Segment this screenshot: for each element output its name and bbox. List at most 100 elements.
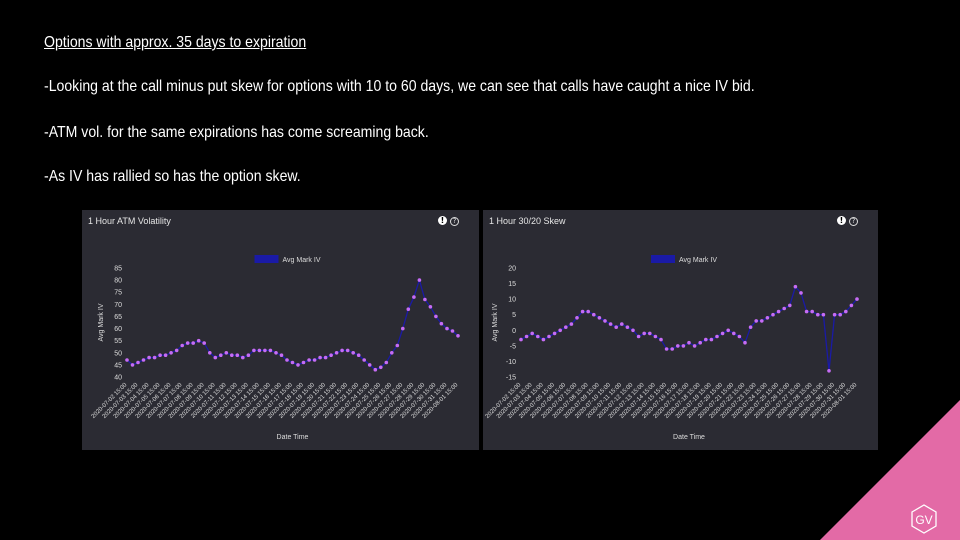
y-tick-label: 45	[114, 362, 122, 369]
y-tick-label: 65	[114, 314, 122, 321]
data-point	[202, 341, 206, 345]
data-point	[715, 334, 719, 339]
data-point	[541, 337, 546, 342]
data-point	[636, 334, 641, 339]
y-axis-label: Avg Mark IV	[98, 303, 105, 341]
data-point	[855, 297, 859, 301]
logo-hexagon	[911, 504, 937, 534]
data-point	[384, 360, 389, 365]
data-point	[552, 331, 557, 336]
data-point	[748, 325, 753, 329]
data-point	[450, 329, 455, 333]
info-icon[interactable]: !	[438, 216, 447, 225]
data-point	[547, 334, 551, 339]
panel-icons: !?	[837, 216, 858, 226]
data-point	[356, 353, 361, 357]
data-point	[130, 363, 135, 367]
data-point	[743, 340, 747, 345]
y-tick-label: 60	[114, 326, 122, 333]
data-point	[219, 353, 223, 357]
data-point	[580, 309, 585, 314]
data-point	[687, 340, 691, 345]
y-tick-label: -5	[510, 343, 516, 350]
data-point	[676, 344, 680, 348]
data-point	[782, 306, 786, 311]
help-icon[interactable]: ?	[849, 217, 858, 226]
help-icon[interactable]: ?	[450, 217, 459, 226]
data-point	[564, 325, 568, 329]
bullet-skew: -Looking at the call minus put skew for …	[44, 78, 755, 95]
data-point	[754, 319, 758, 323]
data-point	[434, 314, 438, 319]
data-point	[726, 328, 730, 333]
x-axis-label: Date Time	[673, 434, 705, 441]
logo-triangle	[820, 400, 960, 540]
data-point	[765, 316, 770, 320]
data-point	[406, 307, 411, 311]
y-tick-label: 5	[512, 312, 516, 319]
y-tick-label: 80	[114, 278, 122, 285]
data-point	[586, 309, 590, 314]
skew-panel: 1 Hour 30/20 Skew !? Avg Mark IV -15 -10 -5…	[483, 210, 878, 450]
y-tick-label: 75	[114, 290, 122, 297]
legend-swatch	[254, 255, 279, 263]
data-point	[558, 328, 562, 333]
data-point	[524, 334, 529, 339]
data-point	[653, 334, 658, 339]
legend-label: Avg Mark IV	[679, 257, 717, 264]
data-point	[737, 334, 742, 339]
x-axis-label: Date Time	[277, 434, 309, 441]
data-point	[412, 295, 416, 299]
data-point	[345, 348, 350, 353]
data-point	[257, 348, 262, 353]
y-tick-label: 15	[508, 281, 516, 288]
data-point	[625, 325, 630, 329]
data-point	[274, 351, 278, 355]
data-point	[720, 331, 725, 336]
data-point	[603, 319, 607, 323]
y-tick-label: 50	[114, 350, 122, 357]
data-point	[290, 360, 295, 365]
data-point	[844, 309, 848, 314]
data-point	[530, 331, 534, 336]
data-point	[597, 316, 602, 320]
data-point	[379, 365, 383, 370]
data-point	[760, 319, 764, 323]
data-point	[279, 353, 284, 357]
y-tick-label: 20	[508, 266, 516, 273]
data-point	[681, 344, 686, 348]
data-point	[395, 343, 400, 348]
data-point	[158, 353, 162, 357]
data-point	[849, 303, 854, 308]
data-point	[659, 337, 663, 342]
data-point	[213, 355, 218, 360]
chart-title: 1 Hour ATM Volatility	[88, 216, 171, 226]
data-point	[351, 351, 356, 355]
data-point	[340, 348, 344, 353]
data-point	[793, 284, 798, 289]
logo-text: GV	[915, 513, 932, 527]
data-point	[285, 358, 289, 362]
data-point	[185, 341, 190, 345]
data-point	[136, 360, 140, 365]
info-icon[interactable]: !	[837, 216, 846, 225]
data-point	[771, 312, 775, 317]
data-point	[821, 312, 826, 317]
chart-title: 1 Hour 30/20 Skew	[489, 216, 566, 226]
data-point	[163, 353, 168, 357]
data-point	[252, 348, 256, 353]
data-point	[390, 351, 394, 355]
data-point	[230, 353, 234, 357]
data-point	[620, 322, 624, 326]
data-point	[569, 322, 574, 326]
atm-volatility-chart: Avg Mark IV 40 45 50 55 60 65 70 75 80 85 Avg Mark …	[91, 255, 460, 441]
data-point	[810, 309, 814, 314]
data-point	[799, 291, 803, 295]
data-point	[125, 358, 129, 362]
data-point	[235, 353, 240, 357]
data-point	[174, 348, 179, 353]
data-point	[838, 312, 842, 317]
data-point	[439, 321, 444, 326]
data-point	[318, 355, 322, 360]
data-point	[334, 351, 339, 355]
